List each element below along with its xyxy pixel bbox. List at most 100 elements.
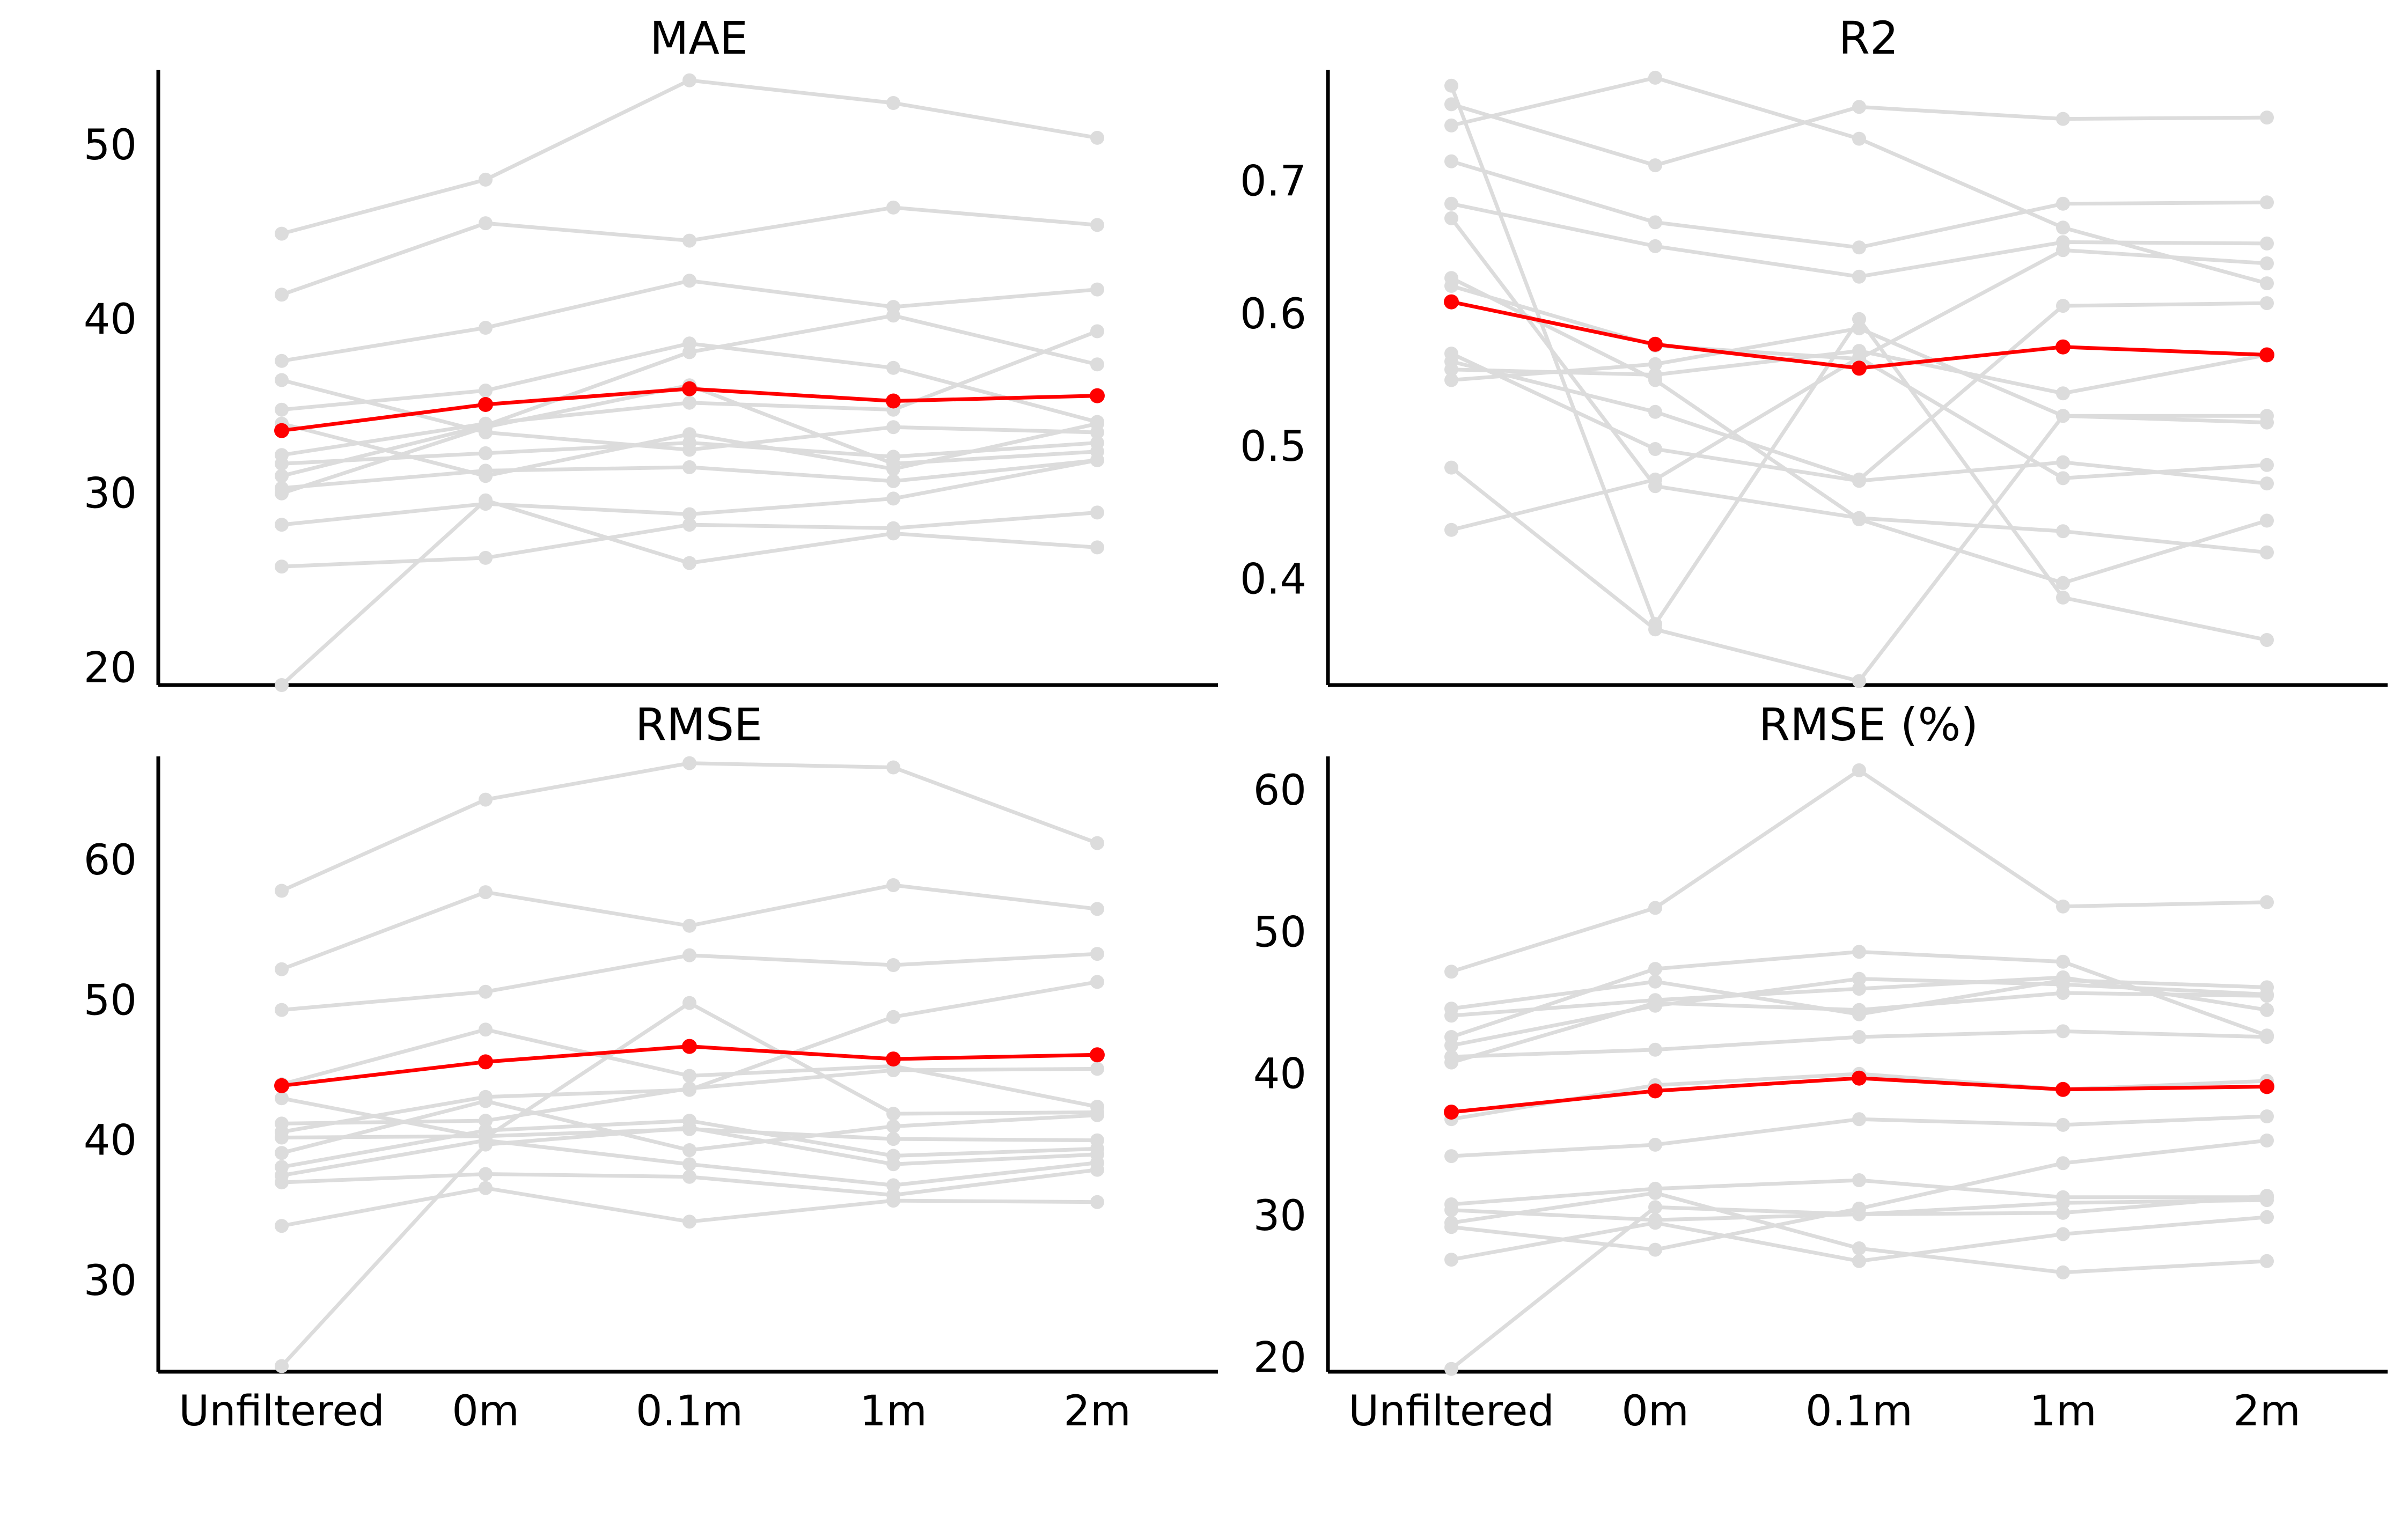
mae-series-point xyxy=(275,560,289,574)
rmse-series-point xyxy=(1444,1149,1458,1164)
rmse-series-point xyxy=(275,1003,289,1017)
rmse-series-point xyxy=(682,948,696,962)
rmse-series-point xyxy=(1648,1200,1662,1215)
rmse-series-point xyxy=(682,756,696,770)
rmse-series-point xyxy=(1090,1163,1104,1177)
rmse-series-point xyxy=(1090,836,1104,850)
r2-series-point xyxy=(1444,460,1458,475)
rmse-series-point xyxy=(2260,1109,2274,1123)
mae-ytick-label: 20 xyxy=(84,644,137,693)
r2-series-point xyxy=(2056,590,2070,605)
r2-series-6 xyxy=(1444,211,2274,560)
mae-series-point xyxy=(886,526,900,541)
panel-r2: R2 0.4 0.5 0.6 0.7 xyxy=(1240,12,2388,688)
rmse-xtick-label: 2m xyxy=(1063,1387,1131,1436)
rmse-ytick-label: 60 xyxy=(84,836,137,885)
r2-series-point xyxy=(2056,386,2070,401)
rmse-series-point xyxy=(275,1091,289,1106)
rmse-series-6 xyxy=(1444,1024,2274,1064)
r2-series-point xyxy=(1852,472,1866,487)
rmse-series-point xyxy=(1444,1055,1458,1070)
rmse-series-point xyxy=(275,962,289,976)
r2-series-point xyxy=(2260,111,2274,125)
rmse-series-line xyxy=(280,761,1099,893)
r2-series-point xyxy=(1648,367,1662,382)
rmse-ytick-label: 30 xyxy=(1253,1192,1306,1240)
rmse-series-point xyxy=(1648,1242,1662,1257)
mae-series-point xyxy=(886,360,900,375)
rmse-series-point xyxy=(682,1143,696,1157)
rmse-xtick-label: 0.1m xyxy=(1805,1387,1913,1436)
rmse-series-point xyxy=(1648,974,1662,989)
mae-title: MAE xyxy=(650,12,748,64)
rmse-ytick-label: 40 xyxy=(84,1117,137,1165)
rmse-series-point xyxy=(1090,1108,1104,1122)
rmse-title: RMSE (%) xyxy=(1759,698,1978,751)
mae-series-line xyxy=(280,78,1099,236)
mae-series-point xyxy=(682,556,696,570)
r2-series-point xyxy=(2260,633,2274,647)
r2-series-point xyxy=(1852,512,1866,526)
rmse-series-point xyxy=(2260,1003,2274,1017)
mae-series-point xyxy=(275,486,289,501)
r2-series-point xyxy=(1648,442,1662,456)
rmse-highlight-point xyxy=(478,1054,493,1070)
rmse-series-point xyxy=(2260,1134,2274,1147)
r2-series-point xyxy=(1444,78,1458,93)
panel-rmse: RMSE 30 40 50 60 Unfiltered 0m 0.1m 1m 2m xyxy=(84,698,1218,1436)
rmse-series-point xyxy=(886,958,900,972)
r2-series-point xyxy=(2260,476,2274,491)
r2-series-line xyxy=(1449,216,2269,555)
rmse-series-12 xyxy=(275,1163,1104,1202)
rmse-highlight-point xyxy=(682,1039,697,1054)
rmse-series-point xyxy=(886,878,900,892)
rmse-series-point xyxy=(2056,1227,2070,1241)
mae-series-point xyxy=(479,446,493,460)
mae-series-point xyxy=(479,384,493,398)
r2-series-point xyxy=(1648,239,1662,253)
r2-series-point xyxy=(1648,158,1662,173)
rmse-highlight-point xyxy=(1444,1105,1459,1120)
mae-series-point xyxy=(886,457,900,471)
rmse-series-point xyxy=(2260,989,2274,1003)
mae-ytick-label: 30 xyxy=(84,470,137,518)
rmse-series-9 xyxy=(1444,1109,2274,1164)
rmse-series-point xyxy=(479,885,493,900)
rmse-series-point xyxy=(1852,1003,1866,1017)
rmse-highlight-point xyxy=(2259,1079,2274,1094)
r2-series-line xyxy=(1449,414,2269,683)
r2-series-point xyxy=(1444,196,1458,211)
rmse-series-line xyxy=(1449,1194,2269,1371)
r2-series-point xyxy=(1852,269,1866,284)
r2-series-14 xyxy=(1444,350,2274,537)
mae-series-point xyxy=(682,345,696,359)
rmse-series-point xyxy=(2260,1030,2274,1044)
mae-series-point xyxy=(275,288,289,302)
rmse-ytick-label: 60 xyxy=(1253,767,1306,815)
r2-series-point xyxy=(1444,211,1458,225)
mae-series-3 xyxy=(275,274,1104,368)
r2-series-point xyxy=(1852,131,1866,146)
mae-series-point xyxy=(1090,416,1104,431)
rmse-series-point xyxy=(1648,1137,1662,1152)
mae-highlight-point xyxy=(1090,388,1105,403)
mae-series-point xyxy=(1090,357,1104,372)
mae-series-point xyxy=(479,321,493,335)
rmse-series-13 xyxy=(275,1181,1104,1233)
rmse-series-point xyxy=(1648,901,1662,915)
r2-series-point xyxy=(2056,409,2070,423)
r2-highlight-point xyxy=(1648,336,1663,352)
rmse-highlight-point xyxy=(886,1051,901,1067)
rmse-series-12 xyxy=(1444,1186,2274,1279)
mae-series-point xyxy=(275,226,289,241)
panel-rmse-percent: RMSE (%) 20 30 40 50 60 Unfiltered 0m 0.1m 1m 2m xyxy=(1253,698,2388,1436)
mae-series-point xyxy=(479,172,493,187)
rmse-ytick-label: 40 xyxy=(1253,1050,1306,1099)
r2-series-point xyxy=(2260,236,2274,251)
rmse-series-point xyxy=(682,1169,696,1184)
mae-series-point xyxy=(275,457,289,471)
r2-series-point xyxy=(1444,118,1458,133)
rmse-series-point xyxy=(479,1022,493,1037)
rmse-series-point xyxy=(886,1132,900,1146)
rmse-series-point xyxy=(2260,1189,2274,1203)
